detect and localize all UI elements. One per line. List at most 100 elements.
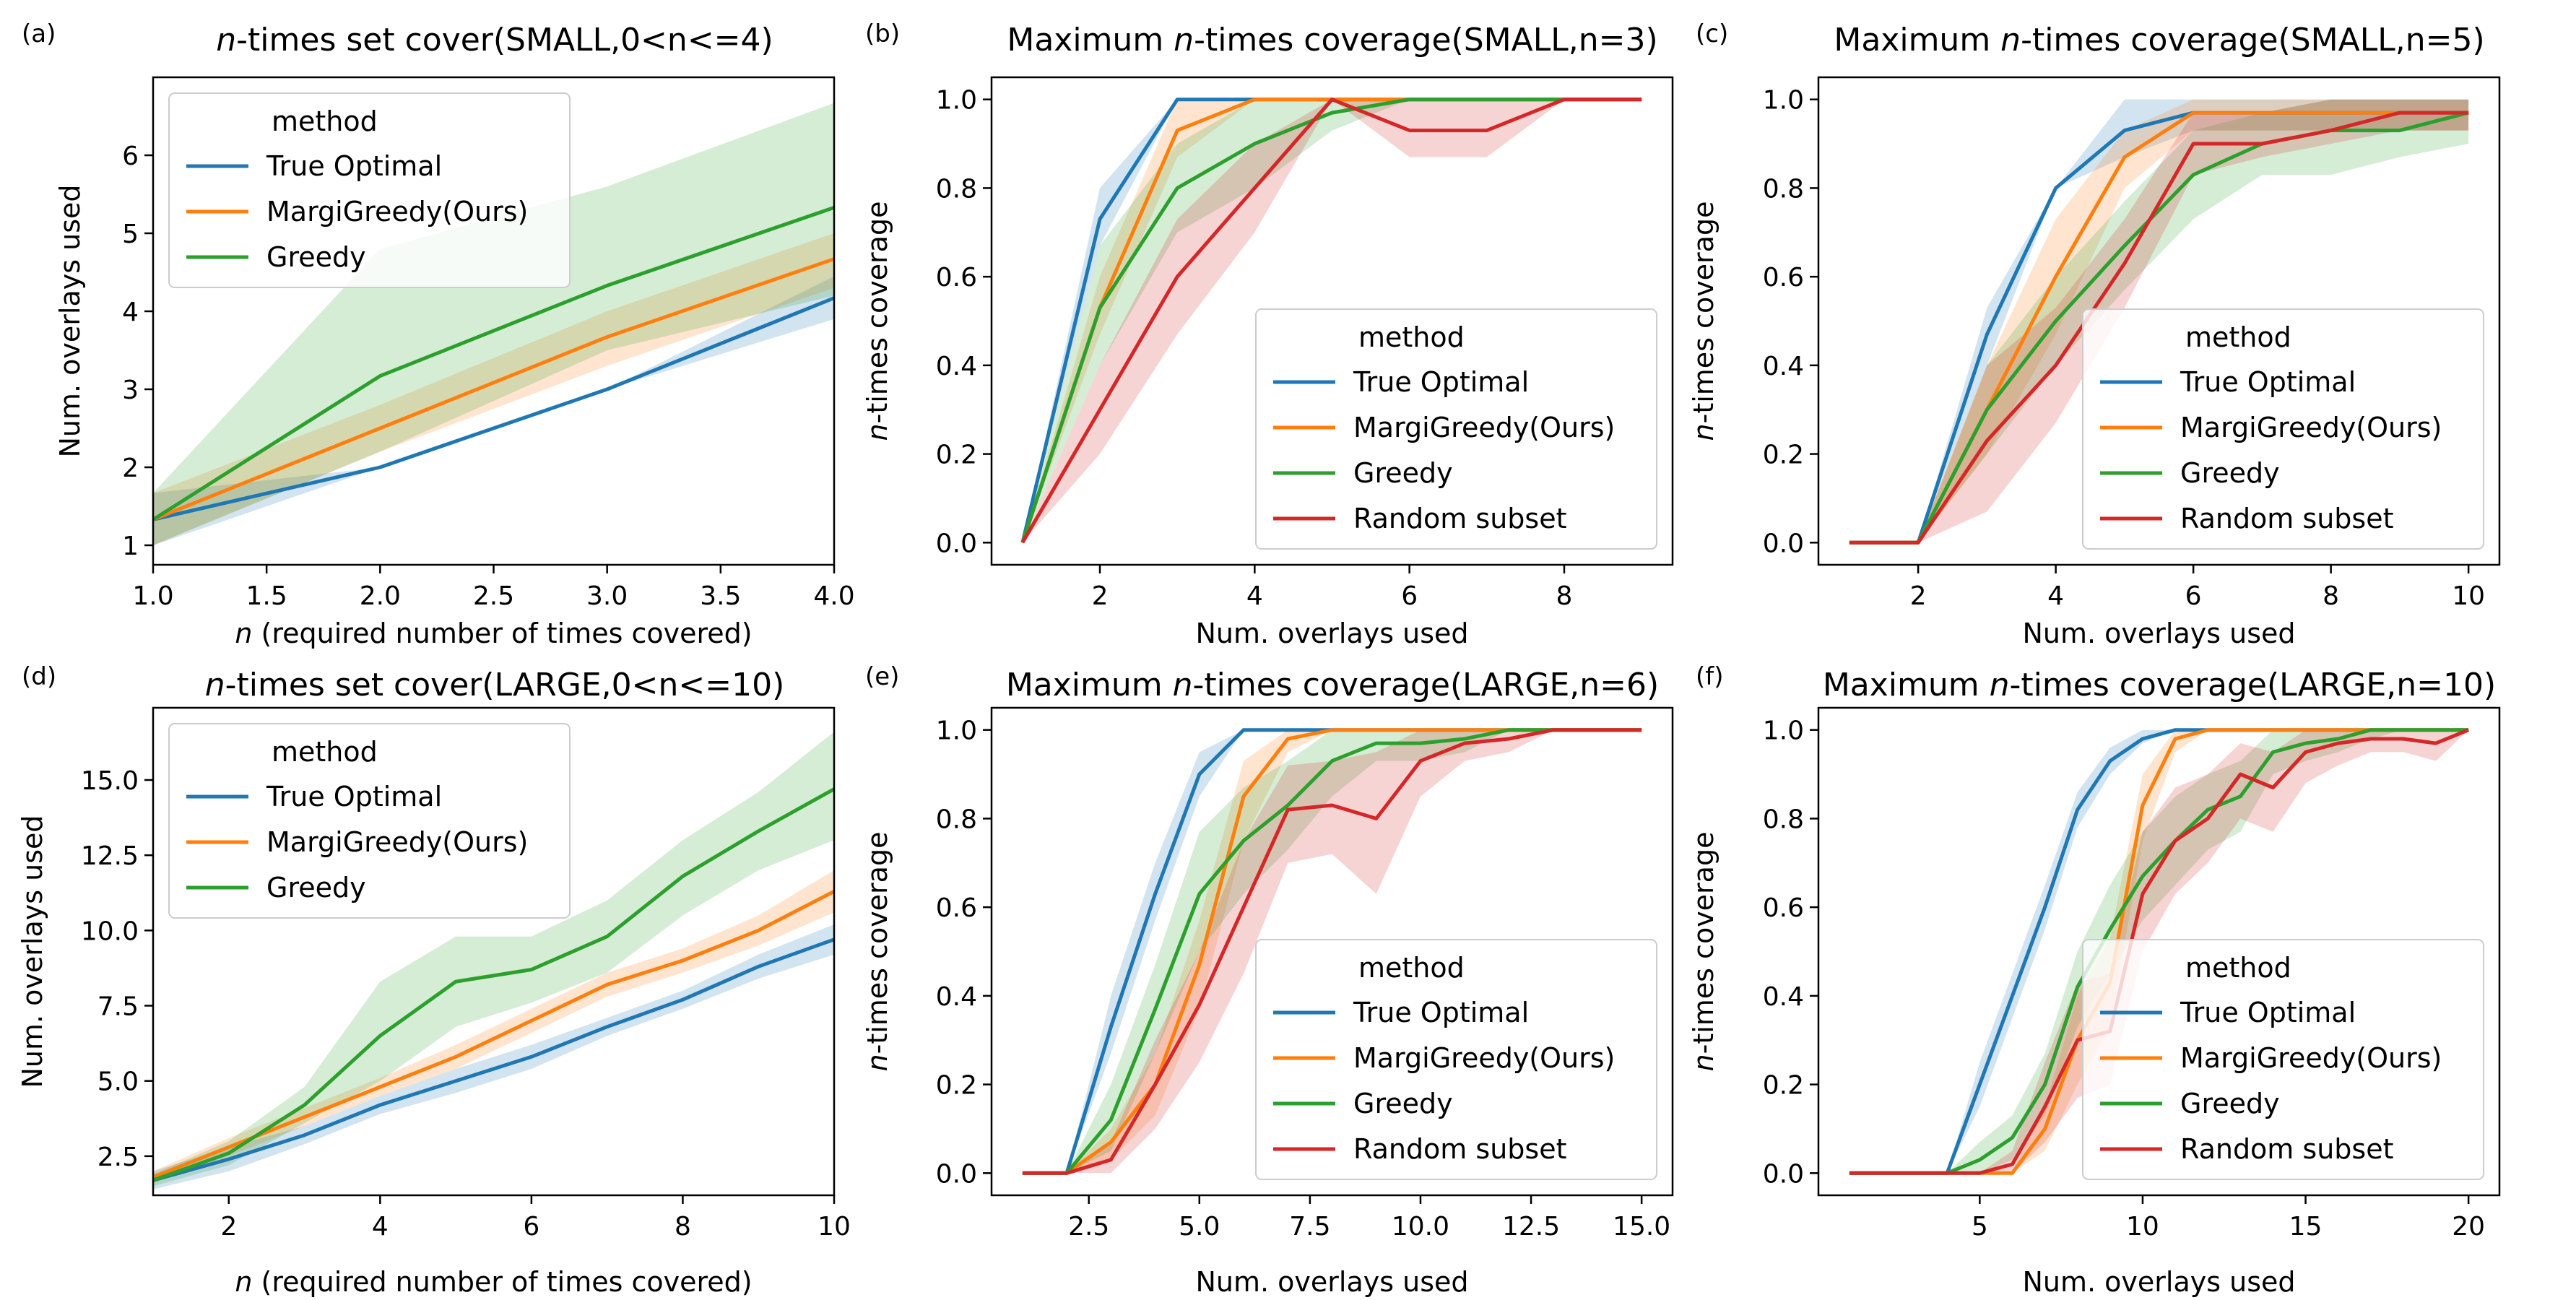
x-tick-label: 10.0: [1392, 1212, 1449, 1242]
panel-letter: (e): [865, 662, 899, 691]
x-tick-label: 6: [523, 1212, 539, 1242]
y-tick-label: 0.6: [936, 263, 977, 292]
axes-frame: [152, 706, 836, 1197]
legend: method True Optimal MargiGreedy(Ours) Greed…: [168, 723, 571, 919]
legend-box: [168, 92, 571, 288]
line-greedy: [1020, 98, 1642, 544]
x-tick-label: 4: [1246, 581, 1263, 611]
chart-title: n-times set cover(SMALL,0<n<=4): [216, 22, 773, 58]
y-tick-label: 0.4: [936, 352, 977, 381]
band-greedy: [1849, 99, 2469, 543]
line-margigreedy: [153, 257, 834, 521]
x-tick-label: 8: [1556, 581, 1573, 611]
legend-title: method: [272, 105, 378, 137]
plot-area: [1022, 728, 1642, 1175]
legend-box: [2082, 939, 2484, 1180]
y-axis-label: Num. overlays used: [17, 815, 48, 1088]
plot-area: [153, 103, 834, 546]
panel-f: (f) Maximum n-times coverage(LARGE,n=10) 5…: [1688, 662, 2501, 1298]
legend-label: MargiGreedy(Ours): [2180, 1042, 2442, 1074]
legend-box: [2082, 308, 2484, 550]
panel-letter: (a): [22, 20, 56, 48]
y-tick-label: 0.0: [1763, 529, 1804, 558]
y-tick-label: 0.4: [1763, 352, 1804, 381]
axes-frame: [990, 706, 1674, 1197]
panel-b: (b) Maximum n-times coverage(SMALL,n=3) 2 4…: [862, 20, 1674, 649]
y-tick-label: 0.0: [936, 1159, 977, 1189]
legend-title: method: [1358, 321, 1465, 353]
line-greedy: [1849, 728, 2469, 1175]
legend-label: True Optimal: [266, 150, 442, 182]
y-tick-label: 0.4: [1763, 982, 1804, 1012]
legend-label: Random subset: [1353, 503, 1566, 534]
band-random: [1022, 729, 1642, 1174]
panel-a: (a) n-times set cover(SMALL,0<n<=4) 1.0 1.5…: [22, 20, 855, 649]
y-tick-label: 0.8: [936, 174, 977, 204]
x-tick-label: 2: [1910, 581, 1927, 611]
legend-label: True Optimal: [1353, 366, 1529, 398]
x-tick-label: 10: [2126, 1212, 2159, 1242]
x-tick-label: 7.5: [1289, 1212, 1330, 1242]
x-tick-label: 8: [2323, 581, 2339, 611]
chart-title: Maximum n-times coverage(SMALL,n=5): [1834, 22, 2484, 58]
legend-box: [1255, 939, 1657, 1180]
line-margigreedy: [153, 889, 834, 1179]
x-tick-label: 3.5: [700, 581, 741, 611]
panel-letter: (b): [865, 20, 900, 48]
x-axis-label: Num. overlays used: [1195, 618, 1468, 649]
band-greedy: [1849, 729, 2469, 1174]
legend: method True Optimal MargiGreedy(Ours) Greed…: [1255, 308, 1657, 550]
x-tick-label: 2: [1092, 581, 1109, 611]
legend-label: Greedy: [266, 872, 366, 904]
band-margigreedy: [153, 870, 834, 1184]
x-tick-label: 2: [220, 1212, 237, 1242]
x-tick-label: 10: [2452, 581, 2485, 611]
y-tick-label: 1.0: [1763, 86, 1804, 116]
panel-letter: (c): [1696, 20, 1728, 48]
legend-label: Random subset: [1353, 1133, 1566, 1165]
x-tick-label: 6: [2185, 581, 2202, 611]
x-tick-label: 10: [818, 1212, 851, 1242]
legend-title: method: [2185, 321, 2291, 353]
legend-title: method: [2185, 952, 2291, 984]
band-true_optimal: [153, 276, 834, 545]
line-random: [1020, 98, 1642, 544]
x-axis-label: Num. overlays used: [2022, 1266, 2295, 1298]
chart-title: Maximum n-times coverage(LARGE,n=6): [1006, 667, 1659, 703]
x-tick-label: 2.0: [360, 581, 401, 611]
y-tick-label: 12.5: [81, 841, 139, 871]
x-tick-label: 12.5: [1502, 1212, 1560, 1242]
legend-label: MargiGreedy(Ours): [1353, 1042, 1615, 1074]
y-tick-label: 2: [122, 454, 139, 483]
legend: method True Optimal MargiGreedy(Ours) Greed…: [2082, 939, 2484, 1180]
x-tick-label: 2.5: [473, 581, 514, 611]
axes-frame: [1817, 76, 2501, 566]
y-tick-label: 0.6: [1763, 263, 1804, 292]
plot-area: [1849, 99, 2469, 545]
x-tick-label: 15.0: [1613, 1212, 1670, 1242]
y-tick-label: 2.5: [97, 1143, 139, 1172]
plot-area: [153, 732, 834, 1190]
legend-label: MargiGreedy(Ours): [266, 826, 528, 858]
legend-label: MargiGreedy(Ours): [2180, 412, 2442, 443]
y-tick-label: 5: [122, 220, 139, 249]
band-greedy: [153, 732, 834, 1187]
y-tick-label: 1: [122, 532, 139, 561]
y-tick-label: 15.0: [81, 766, 139, 796]
legend-label: Greedy: [1353, 457, 1453, 489]
legend-box: [1255, 308, 1657, 550]
line-random: [1849, 728, 2470, 1175]
x-tick-label: 4.0: [813, 581, 854, 611]
y-axis-label: n-times coverage: [862, 832, 893, 1072]
plot-area: [1849, 728, 2470, 1175]
y-tick-label: 1.0: [936, 716, 977, 746]
legend-label: MargiGreedy(Ours): [1353, 412, 1615, 443]
x-axis-label: n (required number of times covered): [235, 618, 752, 649]
panel-c: (c) Maximum n-times coverage(SMALL,n=5) 2 4…: [1688, 20, 2501, 649]
x-axis-label: n (required number of times covered): [235, 1266, 752, 1298]
legend: method True Optimal MargiGreedy(Ours) Greed…: [168, 92, 571, 288]
x-tick-label: 1.0: [132, 581, 173, 611]
legend-label: MargiGreedy(Ours): [266, 196, 528, 228]
line-random: [1022, 728, 1642, 1175]
